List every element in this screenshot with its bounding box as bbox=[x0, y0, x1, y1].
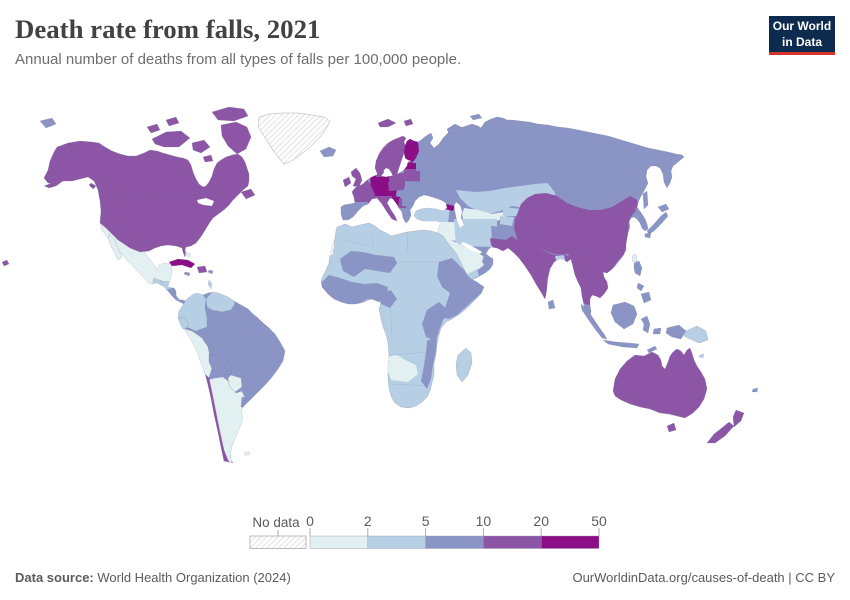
svg-text:2: 2 bbox=[364, 513, 372, 529]
svg-text:No data: No data bbox=[252, 515, 300, 530]
svg-text:5: 5 bbox=[422, 513, 430, 529]
svg-text:50: 50 bbox=[591, 513, 607, 529]
svg-text:10: 10 bbox=[476, 513, 492, 529]
svg-text:20: 20 bbox=[533, 513, 549, 529]
svg-text:0: 0 bbox=[306, 513, 314, 529]
